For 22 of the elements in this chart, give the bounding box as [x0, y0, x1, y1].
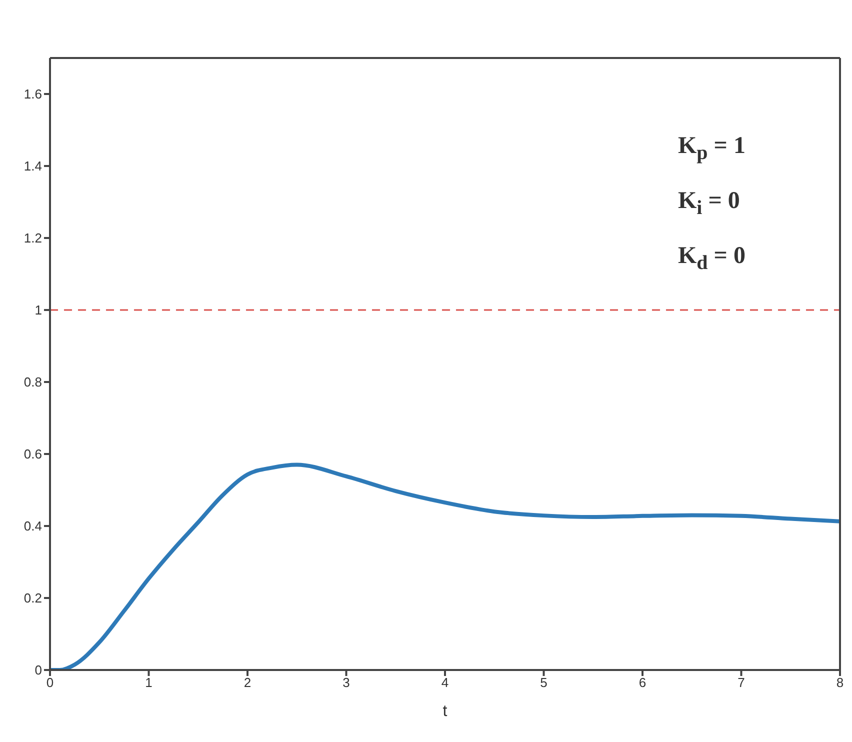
- y-tick-label: 0.8: [24, 374, 42, 390]
- annotation: K$_{i}$ = 0: [678, 188, 741, 221]
- x-tick-label: 3: [342, 675, 350, 690]
- y-tick-label: 0: [34, 662, 42, 678]
- y-tick-label: 1.2: [24, 230, 42, 246]
- x-tick-label: 0: [46, 675, 54, 690]
- y-tick-label: 1: [34, 302, 42, 318]
- x-tick-label: 7: [738, 675, 745, 690]
- y-tick-label: 0.6: [24, 446, 42, 462]
- y-tick-label: 0.4: [24, 518, 42, 534]
- x-tick-label: 5: [540, 675, 548, 690]
- annotation: K$_{p}$ = 1: [678, 133, 746, 166]
- x-tick-label: 1: [145, 675, 152, 690]
- y-tick-label: 0.2: [24, 590, 42, 606]
- x-axis-title: t: [442, 703, 448, 720]
- y-tick-label: 1.6: [24, 86, 42, 102]
- annotation: K$_{d}$ = 0: [678, 243, 746, 276]
- x-tick-label: 6: [638, 675, 646, 690]
- x-tick-label: 4: [441, 675, 449, 690]
- y-tick-label: 1.4: [24, 158, 42, 174]
- x-tick-label: 2: [244, 675, 252, 690]
- x-tick-label: 8: [836, 675, 844, 690]
